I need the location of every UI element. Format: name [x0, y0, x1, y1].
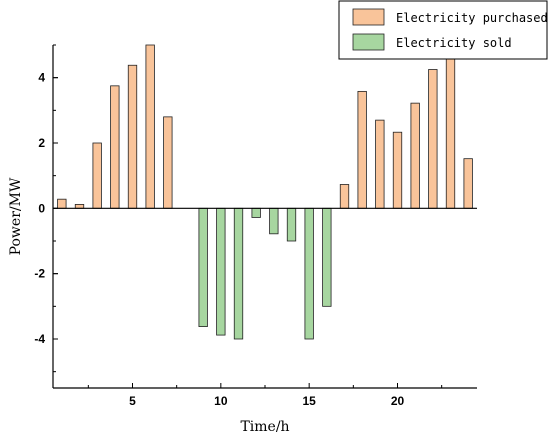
- y-tick-label: 2: [38, 136, 45, 150]
- legend-swatch-electricity-sold: [352, 33, 385, 51]
- bar-electricity-purchased-6: [145, 44, 155, 209]
- bar-electricity-sold-16: [322, 207, 332, 307]
- x-tick-label: 5: [129, 394, 136, 408]
- bar-electricity-purchased-19: [375, 119, 385, 209]
- legend-swatch-electricity-purchased: [352, 8, 385, 26]
- y-axis-title: Power/MW: [8, 177, 24, 255]
- x-axis-title: Time/h: [240, 419, 289, 435]
- bar-electricity-purchased-1: [57, 198, 67, 209]
- y-tick-label: -2: [34, 267, 45, 281]
- bar-electricity-purchased-4: [110, 85, 120, 209]
- x-tick-label: 20: [391, 394, 405, 408]
- legend-label-electricity-purchased: Electricity purchased: [396, 11, 548, 25]
- bar-electricity-purchased-21: [410, 102, 420, 209]
- bar-electricity-purchased-20: [392, 131, 403, 209]
- bars-group: [57, 44, 473, 340]
- bar-electricity-sold-13: [269, 207, 279, 235]
- x-tick-label: 10: [214, 394, 228, 408]
- bar-electricity-purchased-22: [428, 69, 438, 209]
- bar-electricity-purchased-5: [127, 64, 138, 209]
- bar-electricity-purchased-23: [445, 57, 456, 209]
- bar-electricity-purchased-7: [163, 116, 173, 209]
- axes-group: -4 -2 0 2 4 5 10 15 20: [34, 44, 477, 408]
- bar-electricity-purchased-18: [357, 90, 367, 209]
- x-tick-label: 15: [302, 394, 316, 408]
- y-tick-label: -4: [34, 332, 45, 346]
- bar-electricity-purchased-17: [339, 184, 350, 209]
- y-tick-label: 4: [38, 71, 45, 85]
- bar-electricity-purchased-24: [463, 158, 473, 209]
- bar-electricity-sold-15: [304, 207, 314, 340]
- bar-electricity-sold-9: [198, 207, 208, 327]
- bar-electricity-sold-14: [286, 207, 297, 242]
- legend: Electricity purchased Electricity sold: [338, 0, 548, 60]
- bar-electricity-purchased-3: [92, 142, 102, 209]
- bar-electricity-sold-12: [251, 207, 261, 218]
- bar-electricity-sold-10: [216, 207, 226, 336]
- y-tick-label: 0: [38, 201, 45, 215]
- bar-electricity-sold-11: [233, 207, 244, 340]
- legend-label-electricity-sold: Electricity sold: [396, 36, 512, 50]
